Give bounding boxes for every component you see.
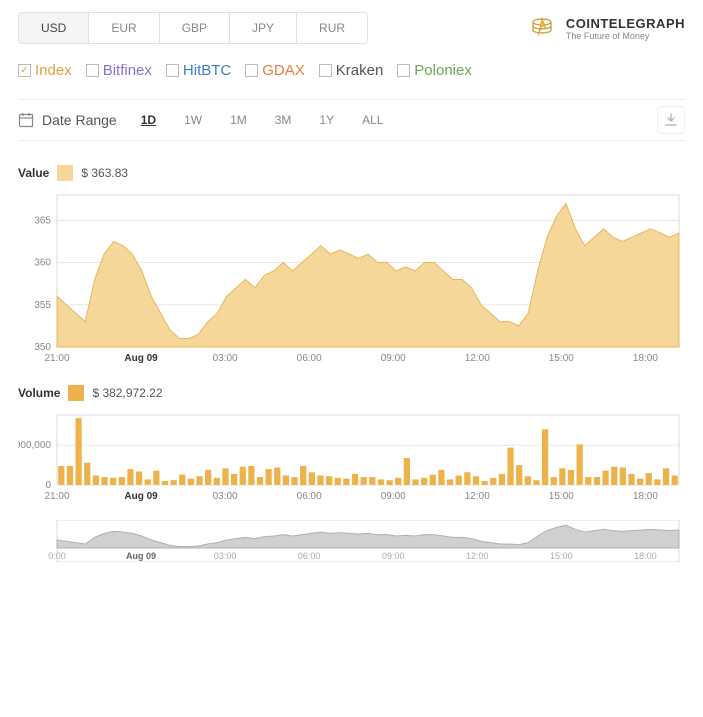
svg-text:03:00: 03:00: [213, 491, 238, 502]
svg-text:350: 350: [34, 342, 51, 353]
svg-text:06:00: 06:00: [298, 551, 321, 561]
svg-text:18:00: 18:00: [633, 353, 658, 364]
checkbox-icon: ✓: [18, 64, 31, 77]
exchange-label: Poloniex: [414, 62, 472, 79]
exchange-toggle-kraken[interactable]: Kraken: [319, 62, 384, 79]
calendar-icon: [18, 112, 34, 128]
date-range-row: Date Range 1D 1W 1M 3M 1Y ALL: [18, 99, 685, 141]
range-option-1y[interactable]: 1Y: [319, 113, 334, 127]
overview-chart[interactable]: 0:00 Aug 09 03:00 06:00 09:00 12:00 15:00 18:00: [18, 520, 685, 562]
download-icon: [664, 113, 678, 127]
svg-text:355: 355: [34, 300, 51, 311]
checkbox-icon: [86, 64, 99, 77]
exchange-filters: ✓ Index Bitfinex HitBTC GDAX Kraken Poloniex: [18, 62, 685, 79]
exchange-toggle-gdax[interactable]: GDAX: [245, 62, 305, 79]
svg-text:15:00: 15:00: [549, 491, 574, 502]
exchange-label: GDAX: [262, 62, 305, 79]
svg-text:09:00: 09:00: [381, 491, 406, 502]
svg-text:360: 360: [34, 258, 51, 269]
svg-text:12:00: 12:00: [465, 353, 490, 364]
date-range-options: 1D 1W 1M 3M 1Y ALL: [141, 113, 384, 127]
volume-chart: 0 5,000,000 21:00 Aug 09 03:00 06:00 09:00 12:0…: [18, 407, 685, 502]
exchange-toggle-hitbtc[interactable]: HitBTC: [166, 62, 231, 79]
range-option-1w[interactable]: 1W: [184, 113, 202, 127]
currency-tab-jpy[interactable]: JPY: [230, 13, 297, 43]
range-option-3m[interactable]: 3M: [275, 113, 292, 127]
exchange-label: HitBTC: [183, 62, 231, 79]
date-range-label: Date Range: [42, 112, 117, 128]
exchange-label: Index: [35, 62, 72, 79]
svg-text:0: 0: [45, 480, 51, 491]
svg-text:5,000,000: 5,000,000: [18, 440, 51, 451]
exchange-toggle-index[interactable]: ✓ Index: [18, 62, 72, 79]
svg-text:12:00: 12:00: [465, 491, 490, 502]
value-chart: 350 355 360 365 21:00 Aug 09 03:00 06:00 09:00 12…: [18, 187, 685, 367]
value-swatch: [57, 165, 73, 181]
svg-text:03:00: 03:00: [213, 353, 238, 364]
currency-tab-usd[interactable]: USD: [19, 13, 89, 43]
value-label: Value: [18, 166, 49, 180]
svg-text:21:00: 21:00: [44, 491, 69, 502]
checkbox-icon: [319, 64, 332, 77]
checkbox-icon: [166, 64, 179, 77]
logo-tagline: The Future of Money: [566, 31, 685, 41]
currency-tab-eur[interactable]: EUR: [89, 13, 159, 43]
logo: COINTELEGRAPH The Future of Money: [526, 12, 685, 44]
volume-swatch: [68, 385, 84, 401]
currency-tabs: USDEURGBPJPYRUR: [18, 12, 368, 44]
exchange-label: Bitfinex: [103, 62, 152, 79]
download-button[interactable]: [657, 106, 685, 134]
svg-text:Aug 09: Aug 09: [124, 491, 158, 502]
svg-text:06:00: 06:00: [297, 353, 322, 364]
svg-text:03:00: 03:00: [214, 551, 237, 561]
svg-text:Aug 09: Aug 09: [124, 353, 158, 364]
volume-amount: $ 382,972.22: [92, 386, 162, 400]
range-option-1m[interactable]: 1M: [230, 113, 247, 127]
svg-text:09:00: 09:00: [382, 551, 405, 561]
svg-text:0:00: 0:00: [48, 551, 66, 561]
svg-text:15:00: 15:00: [550, 551, 573, 561]
currency-tab-gbp[interactable]: GBP: [160, 13, 230, 43]
exchange-toggle-bitfinex[interactable]: Bitfinex: [86, 62, 152, 79]
svg-text:18:00: 18:00: [633, 491, 658, 502]
volume-label: Volume: [18, 386, 60, 400]
svg-text:15:00: 15:00: [549, 353, 574, 364]
range-option-1d[interactable]: 1D: [141, 113, 156, 127]
logo-icon: [526, 12, 558, 44]
svg-text:365: 365: [34, 215, 51, 226]
exchange-toggle-poloniex[interactable]: Poloniex: [397, 62, 472, 79]
svg-text:06:00: 06:00: [297, 491, 322, 502]
checkbox-icon: [245, 64, 258, 77]
svg-text:18:00: 18:00: [634, 551, 657, 561]
logo-name: COINTELEGRAPH: [566, 16, 685, 31]
currency-tab-rur[interactable]: RUR: [297, 13, 367, 43]
svg-text:09:00: 09:00: [381, 353, 406, 364]
svg-text:21:00: 21:00: [44, 353, 69, 364]
exchange-label: Kraken: [336, 62, 384, 79]
range-option-all[interactable]: ALL: [362, 113, 383, 127]
value-amount: $ 363.83: [81, 166, 128, 180]
svg-text:Aug 09: Aug 09: [126, 551, 156, 561]
checkbox-icon: [397, 64, 410, 77]
svg-text:12:00: 12:00: [466, 551, 489, 561]
